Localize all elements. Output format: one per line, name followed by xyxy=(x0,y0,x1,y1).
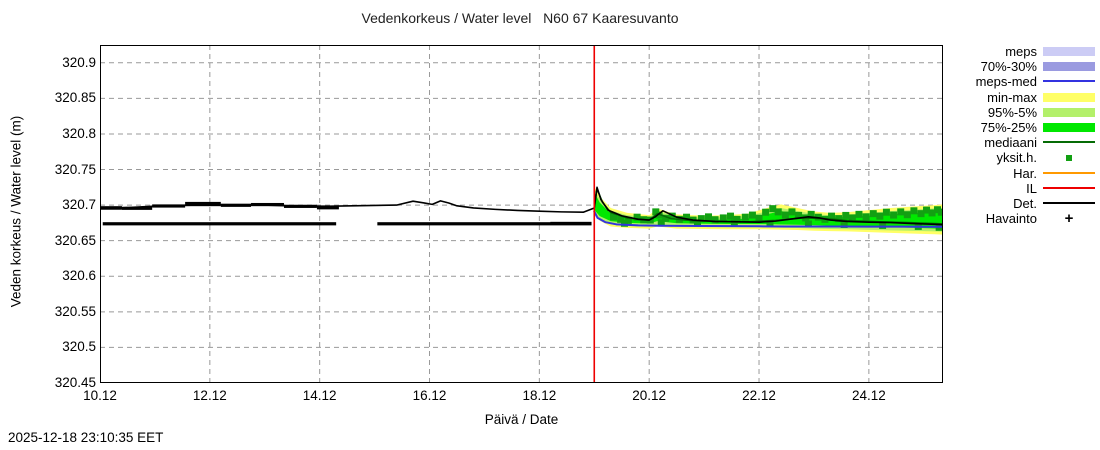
legend-swatch-plus: + xyxy=(1043,211,1095,226)
timestamp: 2025-12-18 23:10:35 EET xyxy=(8,430,164,445)
legend-marker: + xyxy=(1064,210,1074,228)
legend-swatch-band xyxy=(1043,120,1095,135)
x-tick-label: 12.12 xyxy=(192,388,227,403)
legend-swatch-line xyxy=(1043,196,1095,211)
legend-marker xyxy=(1066,155,1072,162)
legend-swatch-band xyxy=(1043,44,1095,59)
legend-marker xyxy=(1043,107,1095,117)
legend-label: 75%-25% xyxy=(980,120,1037,136)
x-tick-label: 18.12 xyxy=(522,388,557,403)
legend-item-det-: Det. xyxy=(955,196,1095,211)
x-axis-label: Päivä / Date xyxy=(484,412,559,427)
y-tick-label: 320.8 xyxy=(62,125,96,141)
legend-label: IL xyxy=(1026,180,1037,196)
x-tick-label: 14.12 xyxy=(302,388,337,403)
legend-label: Har. xyxy=(1013,165,1037,181)
y-tick-label: 320.7 xyxy=(62,197,96,213)
legend-marker xyxy=(1043,62,1095,72)
y-tick-label: 320.5 xyxy=(62,339,96,355)
legend-swatch-band xyxy=(1043,90,1095,105)
legend-item-meps-med: meps-med xyxy=(955,74,1095,89)
y-tick-label: 320.55 xyxy=(54,303,96,319)
legend-label: meps-med xyxy=(975,74,1037,90)
legend-item-har-: Har. xyxy=(955,166,1095,181)
legend-swatch-square xyxy=(1043,150,1095,165)
legend-marker xyxy=(1043,201,1095,204)
legend-item-havainto: Havainto + xyxy=(955,211,1095,226)
legend-marker xyxy=(1043,171,1095,174)
legend-label: yksit.h. xyxy=(996,150,1037,166)
legend-item-95-5-: 95%-5% xyxy=(955,105,1095,120)
y-tick-label: 320.6 xyxy=(62,268,96,284)
legend-item-meps: meps xyxy=(955,44,1095,59)
legend-label: min-max xyxy=(987,89,1037,105)
y-tick-label: 320.85 xyxy=(54,90,96,106)
observation-markers xyxy=(100,201,592,226)
legend-marker xyxy=(1043,123,1095,133)
y-tick-label: 320.9 xyxy=(62,54,96,70)
legend-marker xyxy=(1043,141,1095,144)
legend-swatch-band xyxy=(1043,105,1095,120)
legend-label: mediaani xyxy=(984,135,1037,151)
legend-swatch-band xyxy=(1043,59,1095,74)
chart-legend: meps 70%-30% meps-med min-max 95%-5% 75%-25% m… xyxy=(955,44,1095,226)
legend-item-mediaani: mediaani xyxy=(955,135,1095,150)
x-tick-label: 24.12 xyxy=(851,388,886,403)
chart-title: Vedenkorkeus / Water level N60 67 Kaares… xyxy=(361,10,679,26)
x-tick-label: 22.12 xyxy=(742,388,776,403)
x-tick-label: 16.12 xyxy=(412,388,447,403)
legend-marker xyxy=(1043,186,1095,189)
y-tick-label: 320.75 xyxy=(54,161,96,177)
x-tick-label: 20.12 xyxy=(632,388,667,403)
legend-label: meps xyxy=(1005,44,1037,60)
legend-swatch-line xyxy=(1043,181,1095,196)
legend-swatch-line xyxy=(1043,166,1095,181)
x-tick-label: 10.12 xyxy=(83,388,117,403)
legend-marker xyxy=(1043,92,1095,102)
legend-item-il: IL xyxy=(955,181,1095,196)
plot-area xyxy=(100,45,943,383)
legend-label: Havainto xyxy=(985,211,1037,227)
legend-item-min-max: min-max xyxy=(955,90,1095,105)
legend-marker xyxy=(1043,80,1095,83)
legend-label: 70%-30% xyxy=(980,59,1037,75)
y-tick-label: 320.45 xyxy=(54,375,96,390)
legend-item-yksit-h-: yksit.h. xyxy=(955,150,1095,165)
y-tick-label: 320.65 xyxy=(54,232,96,248)
legend-swatch-line xyxy=(1043,74,1095,89)
legend-item-75-25-: 75%-25% xyxy=(955,120,1095,135)
legend-item-70-30-: 70%-30% xyxy=(955,59,1095,74)
legend-label: Det. xyxy=(1013,195,1037,211)
legend-marker xyxy=(1043,47,1095,57)
legend-swatch-line xyxy=(1043,135,1095,150)
y-axis-ticks: 320.45 320.5 320.55 320.6 320.65 320.7 320.75 3… xyxy=(20,0,96,450)
line-meps-med xyxy=(593,210,943,228)
legend-label: 95%-5% xyxy=(987,104,1037,120)
